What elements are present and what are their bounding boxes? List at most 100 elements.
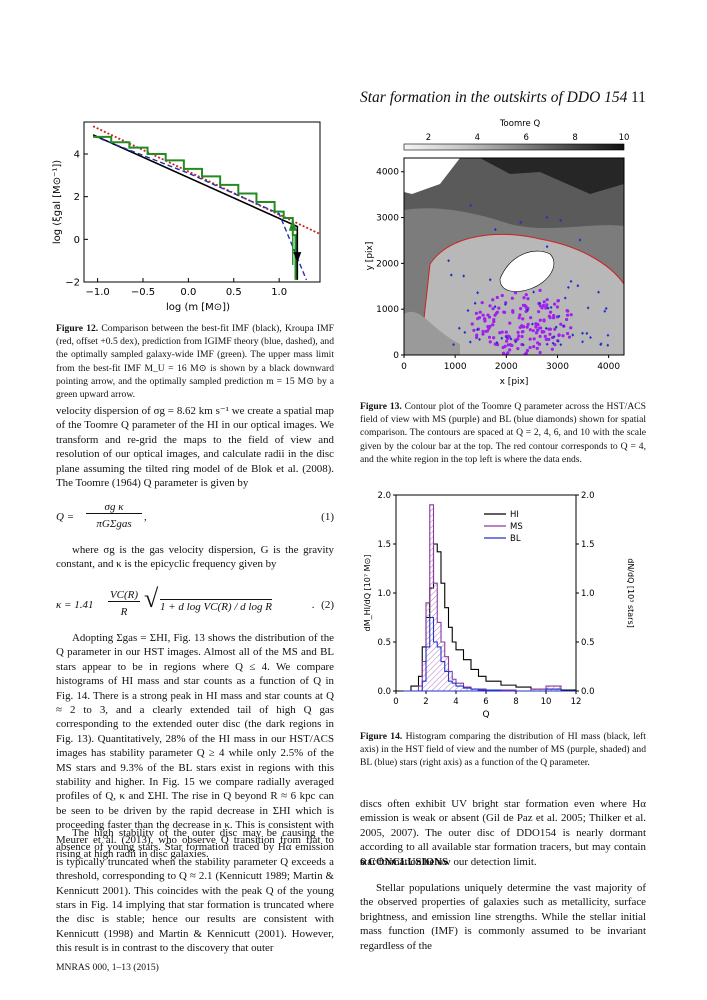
fig14-ytick-left-label: 2.0 [377,491,391,501]
fig13-ms-star [521,303,526,307]
fig13-ms-star [553,343,557,347]
fig13-ms-star [508,343,513,347]
figure-12-caption-label: Figure 12. [56,323,99,334]
fig13-bl-star [463,330,467,335]
fig13-ms-star [516,330,520,334]
fig13-bl-star [586,306,590,310]
fig13-colorbar-tick-label: 8 [572,133,577,143]
fig13-ms-star [529,316,533,320]
fig13-bl-star [544,326,548,330]
fig13-ms-star [508,348,512,352]
fig13-ms-star [552,314,556,318]
fig13-ms-star [492,336,496,340]
fig13-ms-star [540,306,544,310]
fig13-contour-map [404,158,624,355]
fig14-ytick-left-label: 1.0 [377,589,391,599]
fig14-xlabel: Q [482,710,489,720]
fig14-ticks-group: 0 2 4 6 8 10 120.0 0.00.5 0.51.0 1.01.5 1.52.0 2.0 [377,491,594,707]
fig12-series-line-1 [92,125,321,235]
fig14-legend-hi: HI [510,510,519,520]
fig13-bl-star [581,340,584,344]
eq1-lhs: Q = [56,511,75,523]
fig13-ms-star [520,334,524,339]
fig14-hist-ms [403,504,576,692]
fig13-bl-star [509,337,513,341]
fig13-ms-star [484,329,488,333]
fig13-bl-star [521,343,525,347]
fig13-ms-star [472,328,476,332]
fig13-bl-star [475,327,479,332]
fig13-ytick-label: 4000 [376,168,399,178]
fig12-optimal-mass-arrowhead [288,219,297,231]
fig13-bl-star [546,306,550,310]
eq2-fraction-denominator: R [120,606,128,618]
fig13-bl-star [466,308,470,313]
fig14-ytick-right-label: 1.0 [581,589,595,599]
fig12-xtick-label: −0.5 [131,287,155,298]
fig13-ms-star [567,335,572,339]
fig12-axes-frame [83,121,321,283]
left-column-para-3: Adopting Σgas = ΣHI, Fig. 13 shows the d… [56,632,334,861]
equation-1: Q = σg κ πGΣgas , (1) [56,497,334,537]
eq1-number: (1) [321,511,334,523]
fig13-ms-star [518,313,522,317]
fig13-ms-star [565,313,570,317]
fig13-bl-star [538,301,542,305]
fig13-ms-star [547,327,551,331]
fig13-ms-star [500,293,504,298]
fig13-bl-star [571,333,575,337]
fig13-bl-star [554,325,558,329]
fig13-ylabel: y [pix] [365,242,375,271]
fig12-upper-mass-arrowhead [293,252,302,263]
fig13-ms-star [569,313,573,317]
figure-13-caption-text: Contour plot of the Toomre Q parameter a… [360,401,646,465]
fig13-ms-star [518,325,522,330]
fig13-bl-star [549,305,553,310]
left-column-para-2: where σg is the gas velocity dispersion,… [56,544,334,571]
fig13-colorbar-tick-label: 2 [426,133,431,143]
fig13-ms-star [556,299,560,303]
fig13-ms-star [559,322,563,326]
fig13-ms-star [520,330,524,334]
fig13-ms-star [488,340,492,344]
fig13-ms-star [492,319,496,324]
figure-13-caption-label: Figure 13. [360,401,402,412]
fig12-xtick-label: 0.5 [226,287,242,298]
fig13-ms-star [470,322,474,326]
fig13-ms-star [531,329,535,333]
fig13-ms-star [524,293,528,297]
eq2-radical: √ [144,584,159,613]
fig13-bl-star [566,285,570,290]
fig13-bl-star [545,342,549,346]
fig13-ms-star [482,317,487,321]
fig13-ms-star [481,313,485,317]
fig13-ms-star [541,303,546,308]
fig13-ms-star [561,334,565,338]
fig13-xlabel: x [pix] [500,377,529,387]
fig13-axes-frame [403,157,625,356]
running-header-title: Star formation in the outskirts of DDO 1… [360,89,628,106]
fig13-ms-star [553,302,557,306]
fig13-bl-star [552,335,556,339]
fig14-xtick-label: 0 [393,697,398,707]
fig13-xtick-label: 2000 [495,362,518,372]
fig13-bl-star [514,340,518,344]
eq1-denominator: πGΣgas [96,518,132,530]
fig13-ms-star [474,311,479,315]
fig13-xtick-label: 3000 [546,362,569,372]
fig13-ms-star [528,337,532,341]
fig14-legend-bl: BL [510,534,521,544]
fig13-ms-star [536,328,540,332]
fig14-ylabel-left: dM_HI/dQ [10⁷ M⊙] [363,555,372,632]
fig13-ms-star [511,310,515,314]
fig13-ms-star [544,337,548,342]
fig14-ytick-left-label: 0.5 [377,638,391,648]
fig13-bl-star [606,343,610,347]
fig13-ms-star [507,335,512,339]
fig13-bl-star [559,218,562,223]
fig13-colorbar-tick-label: 6 [524,133,529,143]
fig13-ms-star [486,313,490,317]
fig13-ms-star [478,310,482,314]
fig13-ms-star [537,342,542,346]
figure-12-caption: Figure 12. Comparison between the best-f… [56,322,334,401]
